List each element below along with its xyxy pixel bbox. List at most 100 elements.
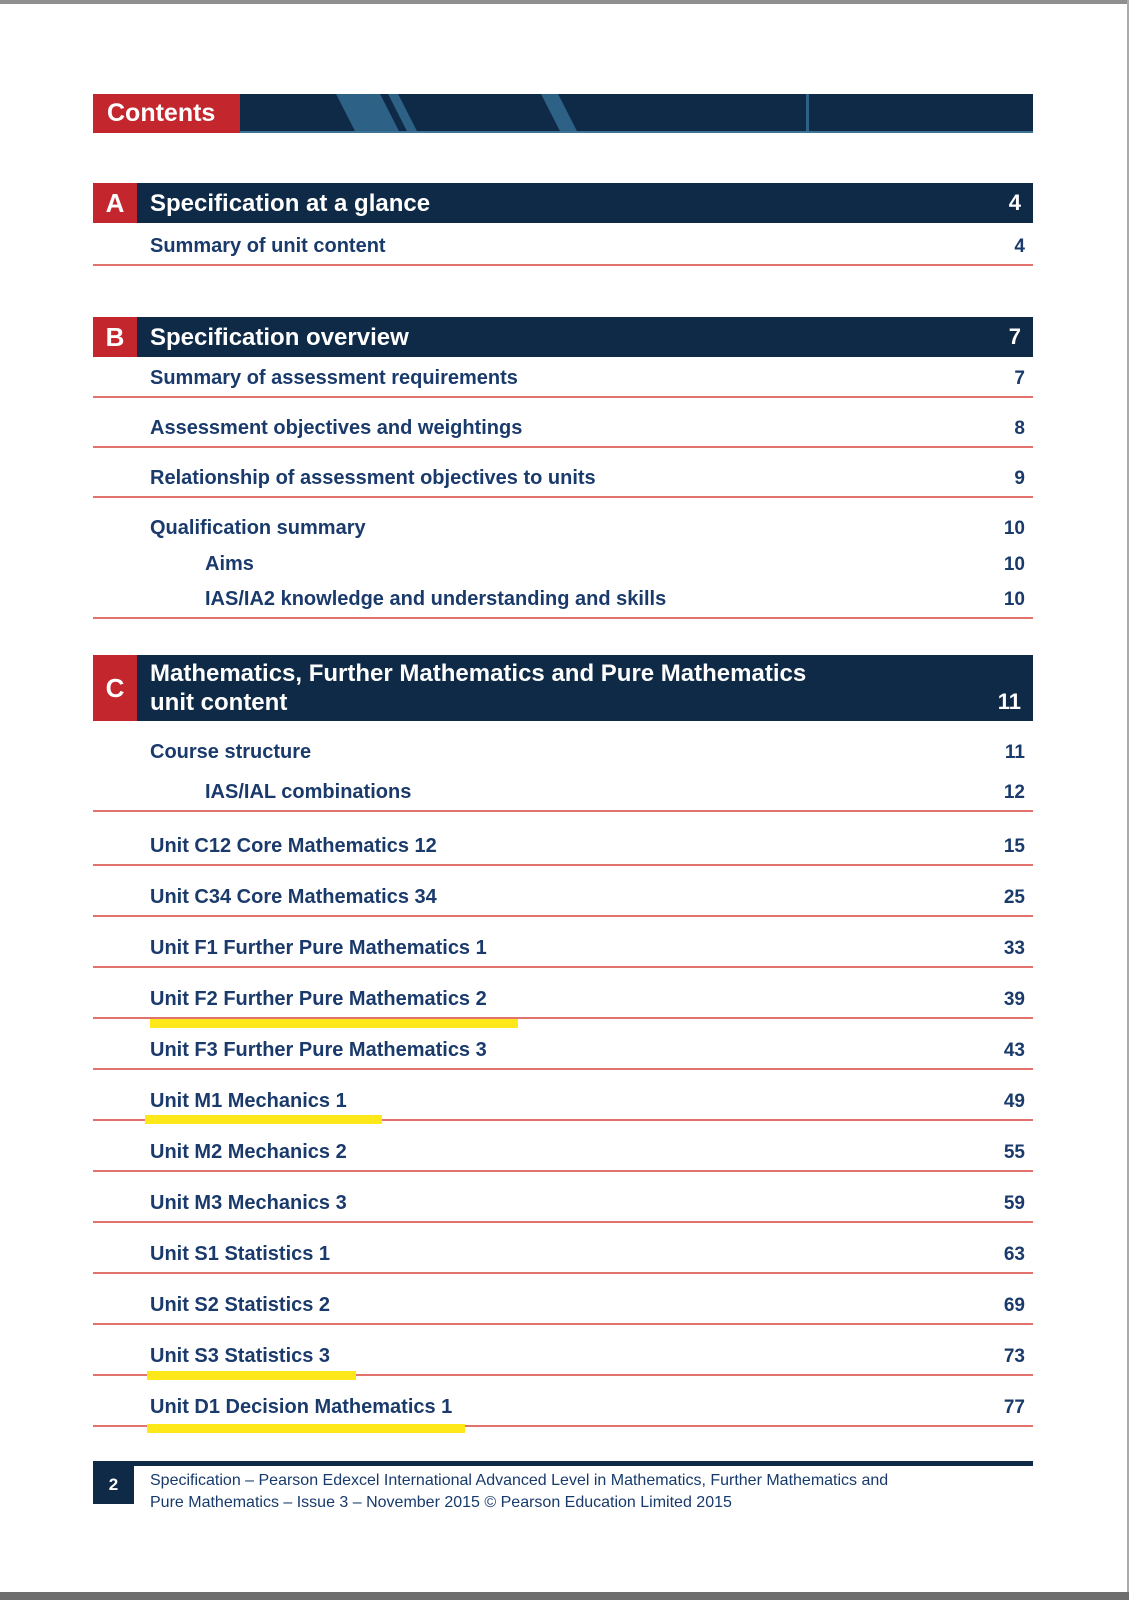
- toc-entry-page: 8: [1014, 418, 1025, 439]
- toc-entry-page: 39: [1003, 989, 1025, 1010]
- toc-entry-label: Unit M3 Mechanics 3: [150, 1192, 347, 1214]
- section-page-number: 7: [1008, 324, 1021, 349]
- section-title: Mathematics, Further Mathematics and Pur…: [150, 659, 998, 717]
- toc-entry-page: 77: [1003, 1397, 1025, 1418]
- highlight-mark: [147, 1371, 356, 1380]
- page-right-edge: [1127, 0, 1129, 1600]
- section-title-line2: unit content: [150, 689, 288, 716]
- vertical-line-decoration: [806, 94, 809, 131]
- toc-entry-page: 10: [1003, 589, 1025, 610]
- toc-entry-label: Unit M2 Mechanics 2: [150, 1141, 347, 1163]
- section-bar-body: Mathematics, Further Mathematics and Pur…: [137, 655, 1033, 721]
- toc-entry-page: 43: [1003, 1040, 1025, 1061]
- toc-entry-page: 9: [1014, 468, 1025, 489]
- toc-entry-label: Summary of assessment requirements: [150, 367, 518, 389]
- toc-entry-page: 12: [1003, 782, 1025, 803]
- footer-text-line1: Specification – Pearson Edexcel Internat…: [150, 1472, 889, 1489]
- toc-entry-label: Unit S2 Statistics 2: [150, 1294, 331, 1316]
- contents-title: Contents: [93, 94, 240, 133]
- toc-entry-label: Unit S1 Statistics 1: [150, 1243, 331, 1265]
- header-decoration: [240, 94, 1033, 133]
- page-top-edge: [0, 0, 1129, 4]
- section-bar-body: Specification overview 7: [137, 317, 1033, 357]
- toc-entry-label: IAS/IAL combinations: [205, 781, 412, 803]
- footer-text: Specification – Pearson Edexcel Internat…: [134, 1466, 888, 1514]
- toc-entry-summary-of-unit-content: Summary of unit content 4: [93, 235, 1033, 266]
- toc-entry-course-structure: Course structure 11: [93, 741, 1033, 770]
- toc-entry-label: Assessment objectives and weightings: [150, 417, 523, 439]
- page-bottom-edge: [0, 1592, 1129, 1600]
- toc-entry-label: Unit F2 Further Pure Mathematics 2: [150, 988, 487, 1010]
- footer-text-line2: Pure Mathematics – Issue 3 – November 20…: [150, 1494, 732, 1511]
- highlight-mark: [145, 1115, 382, 1124]
- page-footer: 2 Specification – Pearson Edexcel Intern…: [93, 1466, 1033, 1514]
- toc-entry-unit-s3: Unit S3 Statistics 3 73: [93, 1345, 1033, 1380]
- highlight-mark: [150, 1019, 518, 1028]
- toc-entry-page: 49: [1003, 1091, 1025, 1112]
- toc-entry-page: 4: [1014, 236, 1025, 257]
- contents-header-bar: Contents: [93, 94, 1033, 133]
- footer-rule: [93, 1461, 1033, 1466]
- toc-entry-label: Relationship of assessment objectives to…: [150, 467, 596, 489]
- toc-entry-label: Unit S3 Statistics 3: [150, 1345, 331, 1367]
- toc-entry-unit-f2: Unit F2 Further Pure Mathematics 2 39: [93, 988, 1033, 1028]
- toc-entry-page: 59: [1003, 1193, 1025, 1214]
- diagonal-stripe: [541, 94, 578, 131]
- section-title-line1: Mathematics, Further Mathematics and Pur…: [150, 660, 807, 687]
- toc-entry-summary-of-assessment-requirements: Summary of assessment requirements 7: [93, 367, 1033, 398]
- section-page-number: 4: [1008, 190, 1021, 215]
- toc-entry-label: Unit F3 Further Pure Mathematics 3: [150, 1039, 487, 1061]
- section-page-number: 11: [997, 689, 1021, 714]
- section-bar-c: C Mathematics, Further Mathematics and P…: [93, 655, 1033, 721]
- toc-entry-label: Unit M1 Mechanics 1: [150, 1090, 347, 1112]
- section-letter-badge: A: [93, 183, 137, 223]
- toc-entry-page: 15: [1003, 836, 1025, 857]
- section-title: Specification overview: [150, 323, 409, 351]
- toc-entry-unit-d1: Unit D1 Decision Mathematics 1 77: [93, 1396, 1033, 1433]
- toc-entry-label: Unit C12 Core Mathematics 12: [150, 835, 437, 857]
- toc-entry-page: 63: [1003, 1244, 1025, 1265]
- toc-entry-page: 55: [1003, 1142, 1025, 1163]
- toc-entry-ias-ial-combinations: IAS/IAL combinations 12: [93, 781, 1033, 812]
- page-content: Contents A Specification at a glance 4 S…: [93, 0, 1033, 1514]
- toc-entry-page: 73: [1003, 1346, 1025, 1367]
- toc-entry-page: 7: [1014, 368, 1025, 389]
- section-letter-badge: C: [93, 655, 137, 721]
- toc-entry-aims: Aims 10: [93, 553, 1033, 582]
- highlight-mark: [147, 1424, 465, 1433]
- toc-entry-page: 10: [1003, 554, 1025, 575]
- toc-entry-unit-m3: Unit M3 Mechanics 3 59: [93, 1192, 1033, 1223]
- toc-entry-page: 25: [1003, 887, 1025, 908]
- toc-entry-relationship-of-assessment-objectives: Relationship of assessment objectives to…: [93, 467, 1033, 498]
- toc-entry-unit-s2: Unit S2 Statistics 2 69: [93, 1294, 1033, 1325]
- toc-entry-unit-s1: Unit S1 Statistics 1 63: [93, 1243, 1033, 1274]
- toc-entry-unit-f1: Unit F1 Further Pure Mathematics 1 33: [93, 937, 1033, 968]
- toc-entry-label: Unit F1 Further Pure Mathematics 1: [150, 937, 487, 959]
- toc-entry-label: Course structure: [150, 741, 312, 763]
- toc-entry-label: Summary of unit content: [150, 235, 386, 257]
- toc-entry-page: 33: [1003, 938, 1025, 959]
- toc-entry-unit-c12: Unit C12 Core Mathematics 12 15: [93, 835, 1033, 866]
- toc-entry-label: Unit C34 Core Mathematics 34: [150, 886, 437, 908]
- toc-entry-page: 69: [1003, 1295, 1025, 1316]
- toc-entry-label: Aims: [205, 553, 254, 575]
- toc-entry-unit-f3: Unit F3 Further Pure Mathematics 3 43: [93, 1039, 1033, 1070]
- toc-entry-label: Qualification summary: [150, 517, 366, 539]
- toc-entry-page: 11: [1004, 742, 1025, 763]
- toc-entry-qualification-summary: Qualification summary 10: [93, 517, 1033, 546]
- section-bar-body: Specification at a glance 4: [137, 183, 1033, 223]
- section-bar-a: A Specification at a glance 4: [93, 183, 1033, 223]
- footer-page-number-badge: 2: [93, 1466, 134, 1504]
- toc-entry-label: Unit D1 Decision Mathematics 1: [150, 1396, 453, 1418]
- toc-entry-label: IAS/IA2 knowledge and understanding and …: [205, 588, 667, 610]
- toc-entry-ias-ia2-knowledge: IAS/IA2 knowledge and understanding and …: [93, 588, 1033, 619]
- section-title: Specification at a glance: [150, 189, 431, 217]
- toc-entry-unit-c34: Unit C34 Core Mathematics 34 25: [93, 886, 1033, 917]
- toc-entry-unit-m2: Unit M2 Mechanics 2 55: [93, 1141, 1033, 1172]
- toc-entry-unit-m1: Unit M1 Mechanics 1 49: [93, 1090, 1033, 1124]
- toc-entry-assessment-objectives-and-weightings: Assessment objectives and weightings 8: [93, 417, 1033, 448]
- section-bar-b: B Specification overview 7: [93, 317, 1033, 357]
- section-letter-badge: B: [93, 317, 137, 357]
- toc-entry-page: 10: [1003, 518, 1025, 539]
